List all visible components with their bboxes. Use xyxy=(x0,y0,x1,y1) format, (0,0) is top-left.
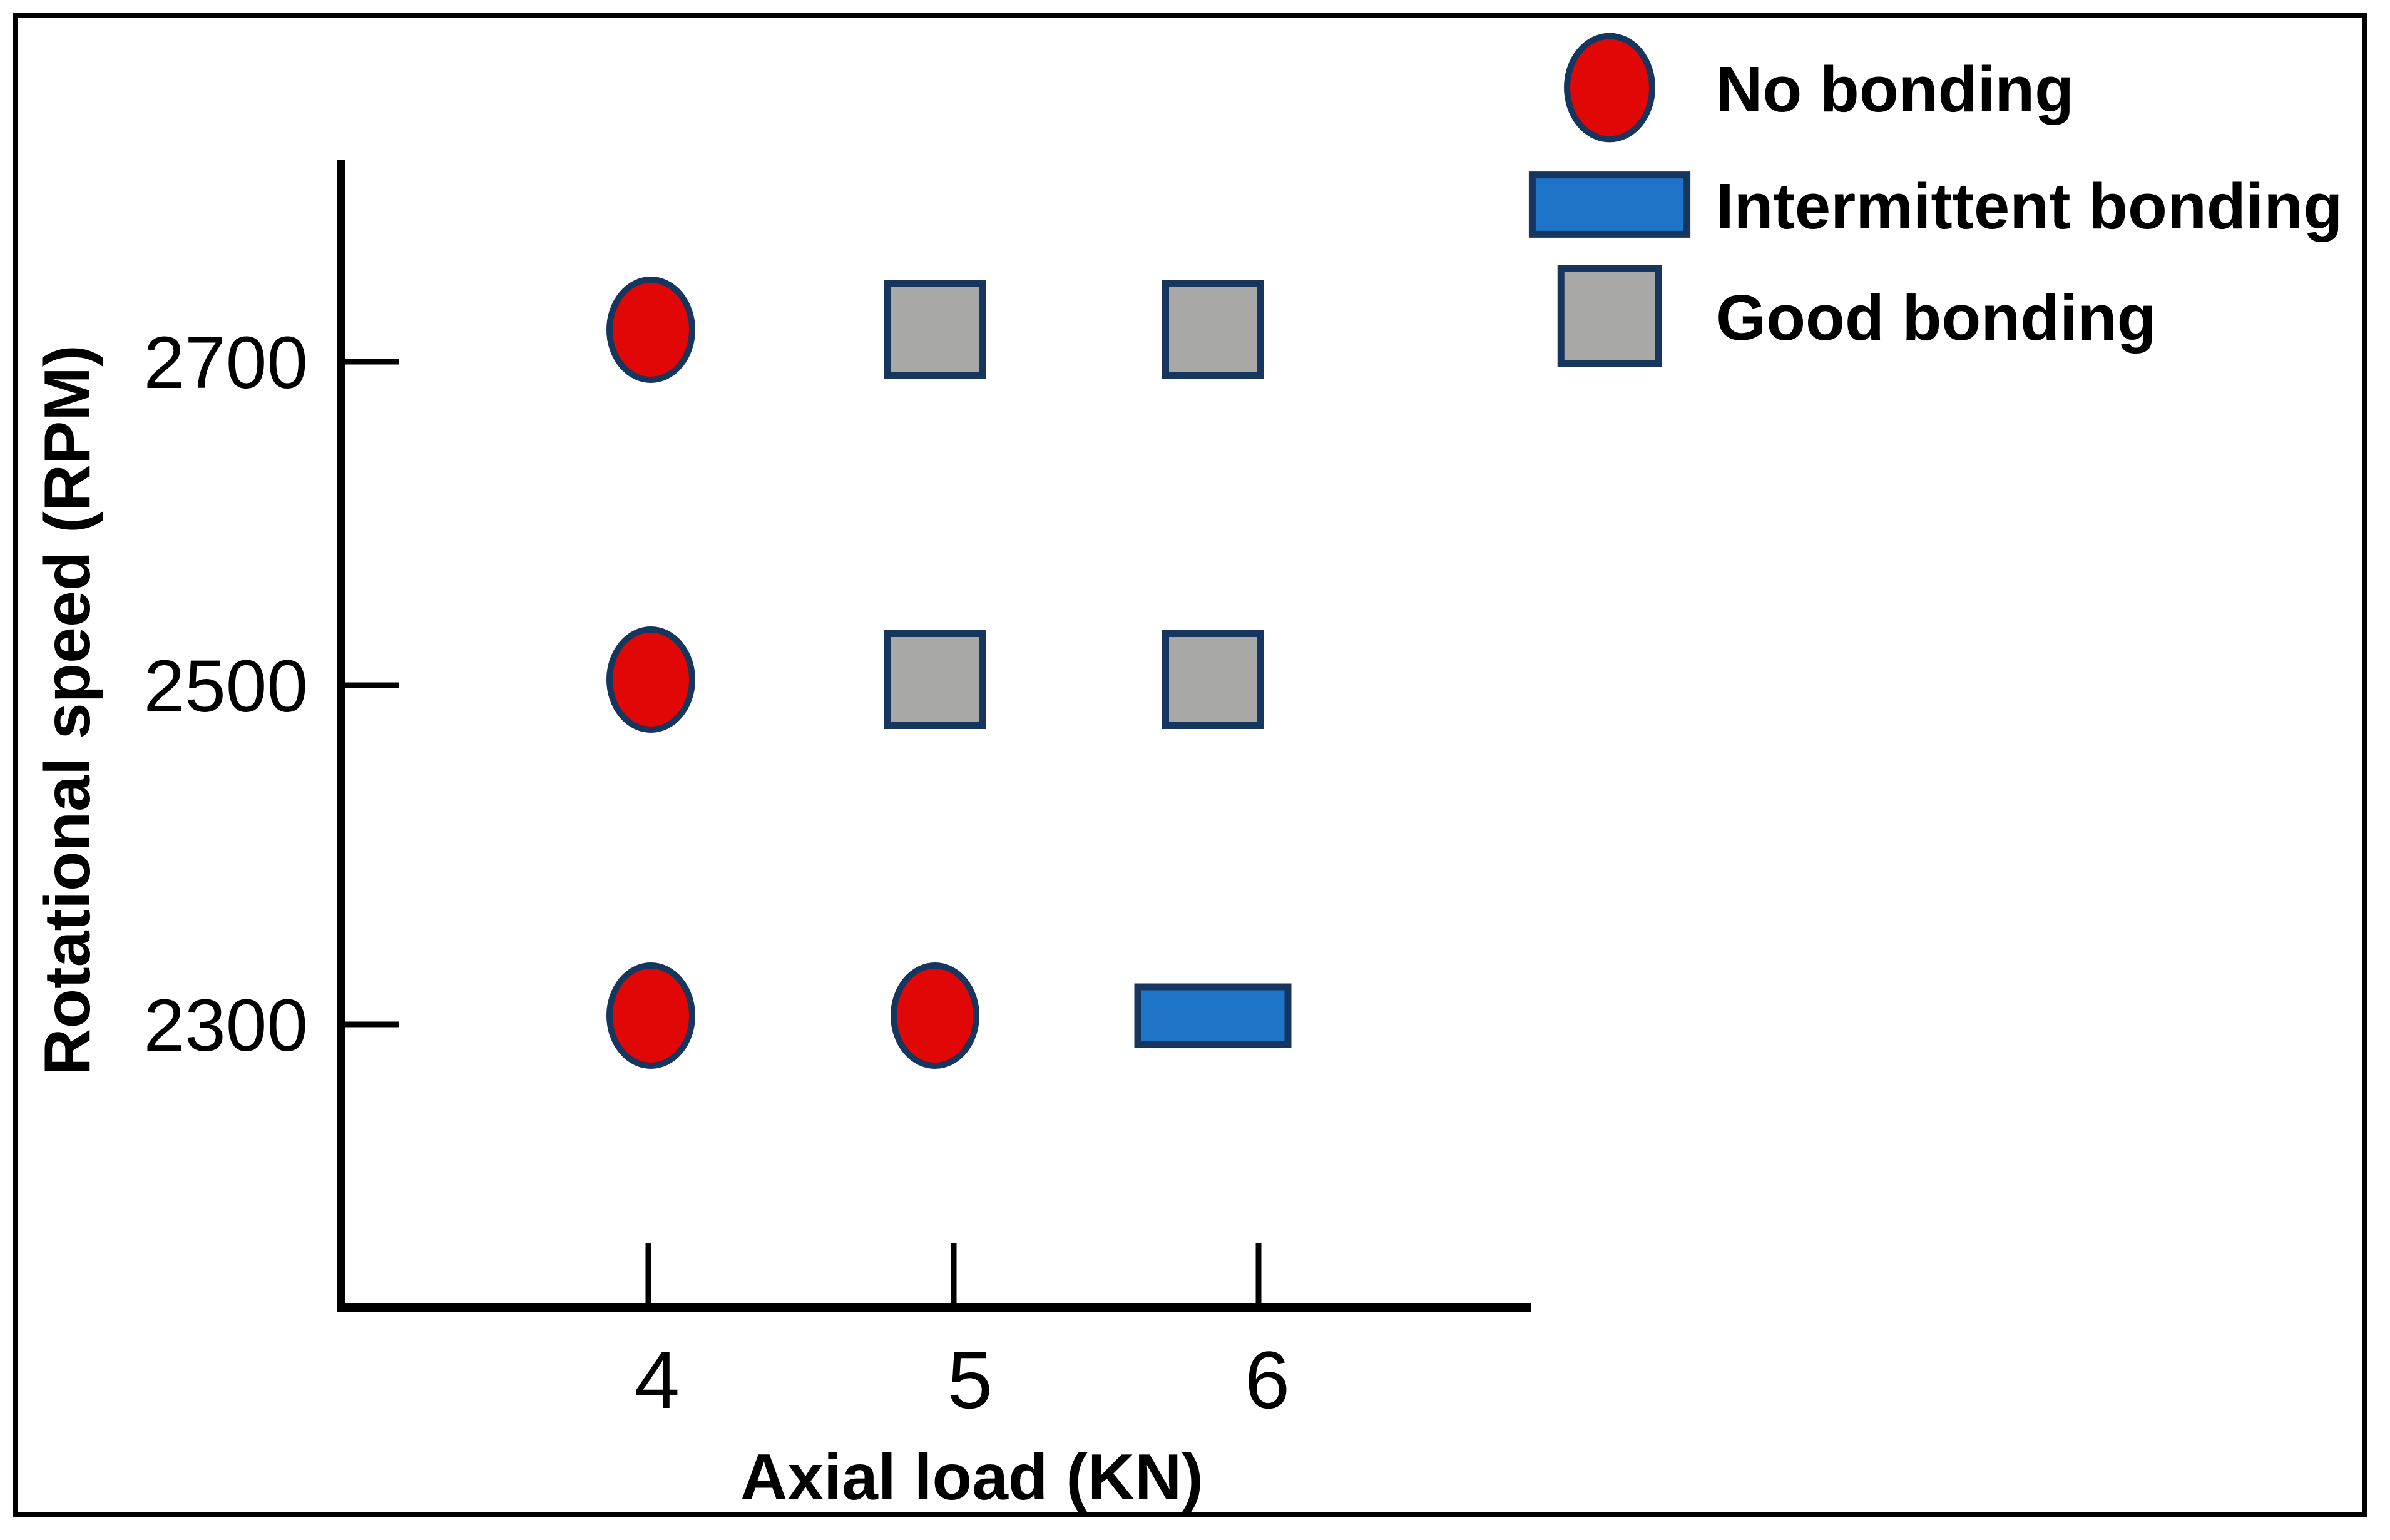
marker-rect-square-x5-y2700 xyxy=(884,280,986,379)
legend-marker-2 xyxy=(1557,265,1662,367)
legend-marker-1 xyxy=(1528,171,1691,238)
x-tick-label-4: 4 xyxy=(635,1334,680,1425)
marker-ellipse-x4-y2300 xyxy=(606,962,695,1069)
y-axis-title: Rotational speed (RPM) xyxy=(31,345,104,1075)
marker-rect-wide-x6-y2300 xyxy=(1134,983,1292,1048)
legend-marker-0 xyxy=(1564,33,1655,143)
marker-rect-square-x6-y2500 xyxy=(1162,630,1264,729)
plot-markers xyxy=(606,277,1292,1069)
x-axis-ticks: 4 5 6 xyxy=(635,1243,1290,1425)
figure-frame xyxy=(13,13,2367,1517)
x-tick-label-6: 6 xyxy=(1245,1334,1290,1425)
marker-ellipse-x4-y2500 xyxy=(606,626,695,733)
y-axis-ticks: 2700 2500 2300 xyxy=(143,322,399,1067)
marker-rect-square-x6-y2700 xyxy=(1162,280,1264,379)
legend-label-1: Intermittent bonding xyxy=(1716,170,2342,242)
legend-label-2: Good bonding xyxy=(1716,282,2157,354)
y-tick-label-2700: 2700 xyxy=(143,322,308,404)
x-axis-title: Axial load (KN) xyxy=(740,1441,1203,1514)
legend-label-0: No bonding xyxy=(1716,53,2074,125)
y-tick-label-2500: 2500 xyxy=(143,645,308,728)
y-tick-label-2300: 2300 xyxy=(143,984,308,1067)
legend: No bonding Intermittent bonding Good bondi… xyxy=(1528,33,2342,367)
marker-ellipse-x5-y2300 xyxy=(891,962,979,1069)
x-tick-label-5: 5 xyxy=(947,1334,993,1425)
marker-rect-square-x5-y2500 xyxy=(884,630,986,729)
marker-ellipse-x4-y2700 xyxy=(606,277,695,383)
